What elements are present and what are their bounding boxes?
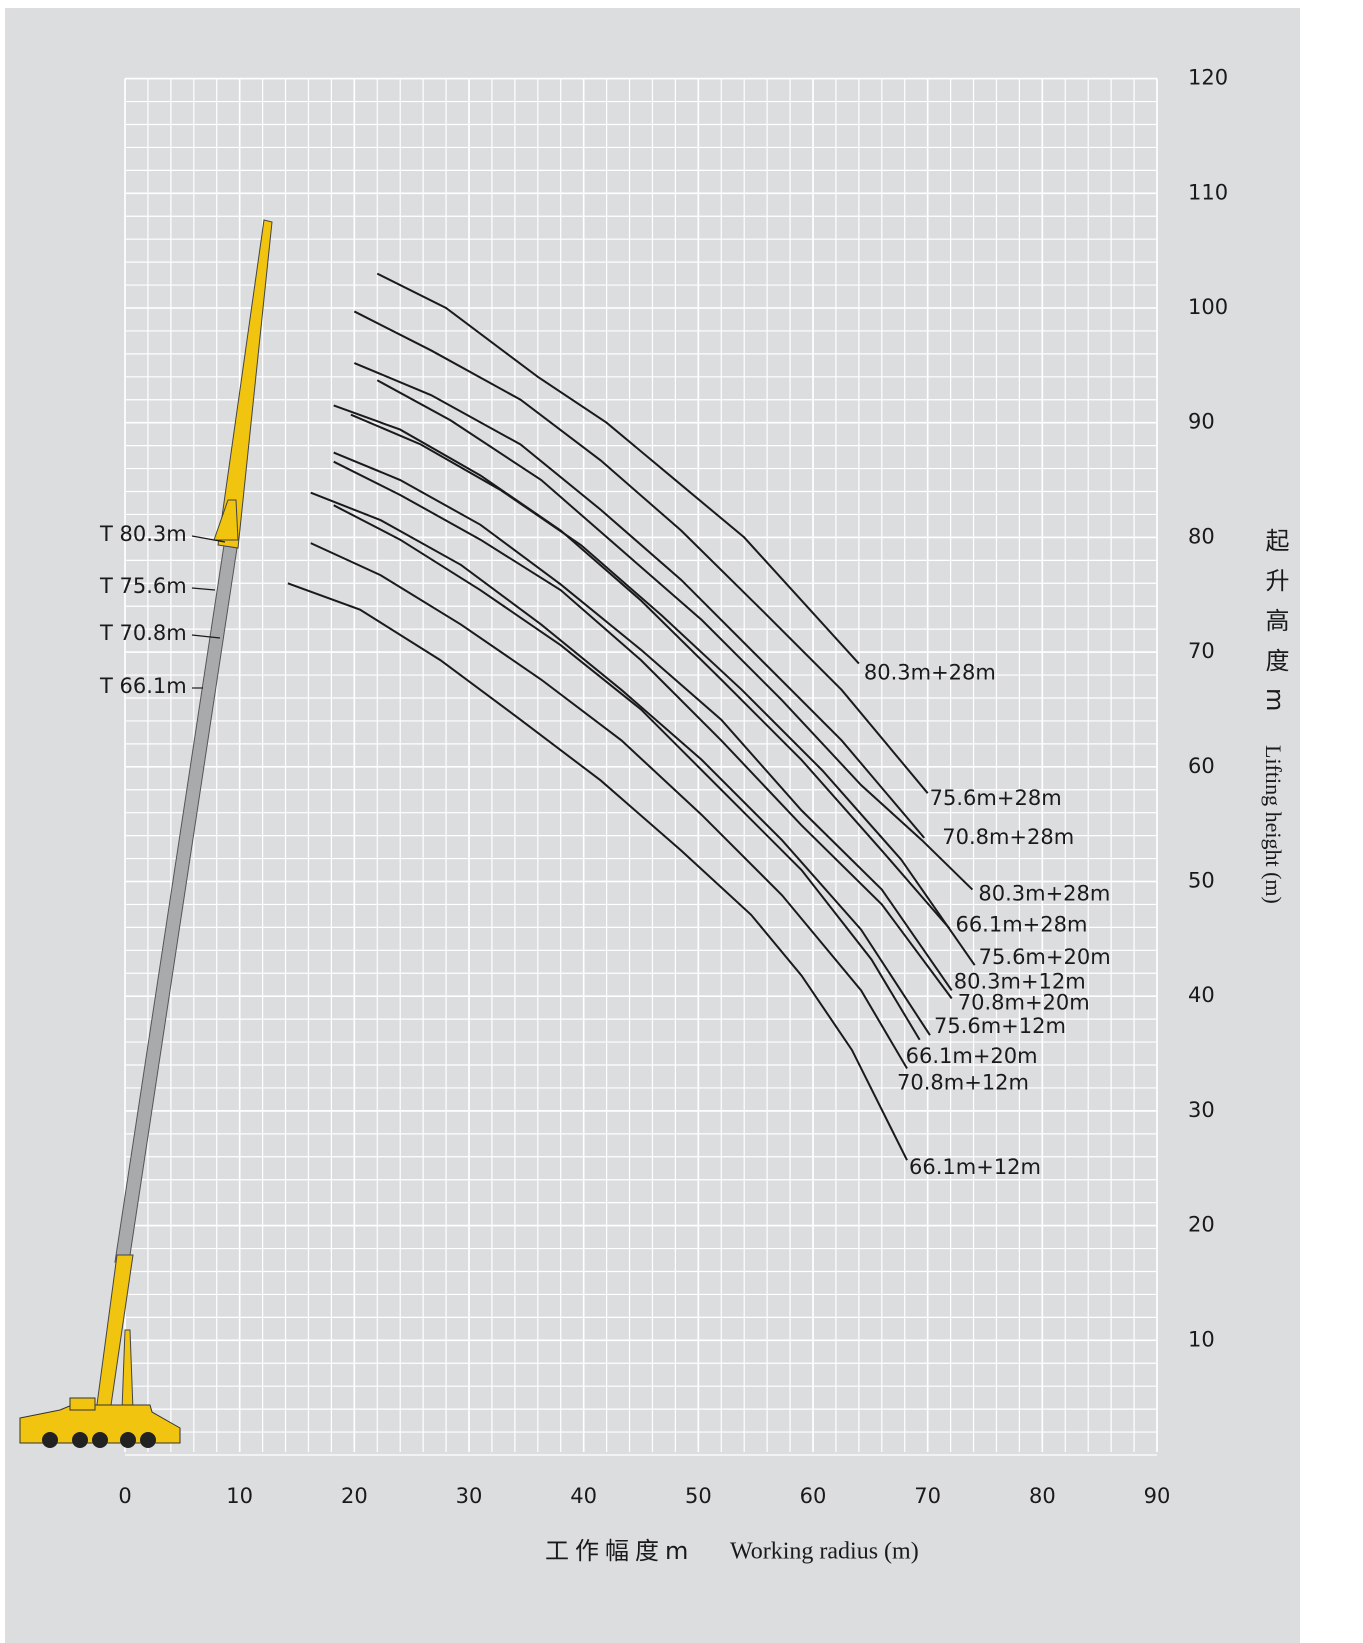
y-tick-label: 70 xyxy=(1188,639,1215,663)
x-tick-label: 90 xyxy=(1144,1484,1171,1508)
curve xyxy=(350,413,976,966)
curve-label: 70.8m+12m xyxy=(897,1070,1029,1094)
curve-label: 80.3m+28m xyxy=(978,882,1110,906)
x-tick-label: 50 xyxy=(685,1484,712,1508)
x-tick-label: 0 xyxy=(118,1484,131,1508)
curve xyxy=(333,451,953,992)
x-tick-label: 20 xyxy=(341,1484,368,1508)
y-tick-label: 120 xyxy=(1188,66,1228,90)
y-tick-label: 10 xyxy=(1188,1327,1215,1351)
curve-label: 75.6m+28m xyxy=(930,786,1062,810)
y-tick-label: 80 xyxy=(1188,524,1215,548)
boom-label: T 80.3m xyxy=(99,522,187,546)
y-tick-label: 50 xyxy=(1188,869,1215,893)
jib xyxy=(217,219,273,549)
leader-line xyxy=(191,587,216,591)
curve xyxy=(333,504,921,1041)
y-axis-label-cn: 起升高度m xyxy=(1261,528,1289,728)
curve xyxy=(353,310,929,794)
x-tick-label: 10 xyxy=(226,1484,253,1508)
crane xyxy=(19,219,273,1448)
curve xyxy=(376,272,860,665)
y-tick-label: 40 xyxy=(1188,983,1215,1007)
curve xyxy=(287,582,908,1161)
cab xyxy=(69,1397,96,1411)
y-tick-label: 100 xyxy=(1188,295,1228,319)
wheels xyxy=(42,1432,156,1448)
x-axis-label-cn: 工作幅度m xyxy=(545,1537,694,1565)
curve xyxy=(310,542,908,1069)
y-tick-label: 30 xyxy=(1188,1098,1215,1122)
leader-line xyxy=(191,634,221,639)
x-tick-label: 70 xyxy=(914,1484,941,1508)
jib-base xyxy=(213,499,239,541)
grid xyxy=(124,77,1158,1456)
x-tick-label: 40 xyxy=(570,1484,597,1508)
curve-label: 80.3m+28m xyxy=(864,661,996,685)
leader-line xyxy=(191,535,226,543)
curve xyxy=(333,404,951,930)
curve-label: 75.6m+20m xyxy=(979,945,1111,969)
y-axis-label: Lifting height (m) xyxy=(1261,745,1286,904)
y-tick-label: 90 xyxy=(1188,410,1215,434)
curve-label: 66.1m+28m xyxy=(955,913,1087,937)
x-tick-label: 60 xyxy=(800,1484,827,1508)
boom-label: T 70.8m xyxy=(99,621,187,645)
curve-label: 70.8m+28m xyxy=(942,825,1074,849)
curve-label: 66.1m+20m xyxy=(906,1044,1038,1068)
curve xyxy=(376,379,974,891)
y-tick-label: 20 xyxy=(1188,1213,1215,1237)
curve-label: 75.6m+12m xyxy=(934,1014,1066,1038)
curve-label: 70.8m+20m xyxy=(958,990,1090,1014)
y-tick-label: 110 xyxy=(1188,180,1228,204)
curve-label: 66.1m+12m xyxy=(909,1155,1041,1179)
plot: 0 10 20 30 40 50 60 70 80 90 10 20 30 40 50 60 70 80 90 100… xyxy=(99,66,1228,1565)
y-tick-label: 60 xyxy=(1188,754,1215,778)
curve xyxy=(353,362,925,839)
curve xyxy=(310,491,931,1036)
boom-label: T 66.1m xyxy=(99,674,187,698)
x-tick-label: 80 xyxy=(1029,1484,1056,1508)
curve xyxy=(333,460,953,1000)
curve-label: 80.3m+12m xyxy=(954,969,1086,993)
boom-label: T 75.6m xyxy=(99,574,187,598)
x-axis-label: Working radius (m) xyxy=(730,1539,919,1565)
x-tick-label: 30 xyxy=(456,1484,483,1508)
